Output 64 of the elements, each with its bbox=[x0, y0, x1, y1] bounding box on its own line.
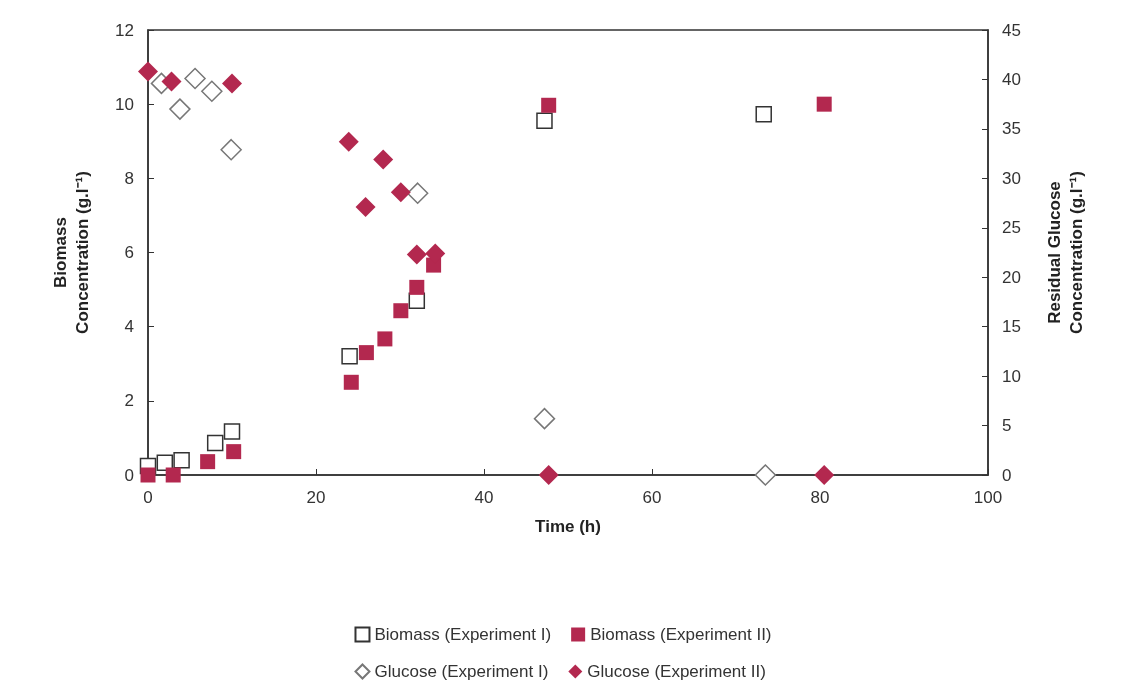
y-tick-label: 8 bbox=[124, 168, 134, 188]
y-tick-label: 4 bbox=[124, 317, 134, 337]
x-tick-label: 100 bbox=[973, 488, 1003, 507]
point bbox=[138, 61, 158, 82]
point bbox=[536, 112, 553, 130]
legend-label: Biomass (Experiment II) bbox=[590, 625, 772, 644]
point bbox=[169, 98, 191, 120]
point bbox=[816, 96, 832, 112]
point bbox=[200, 454, 216, 470]
point bbox=[377, 331, 393, 347]
x-axis-title: Time (h) bbox=[535, 516, 601, 536]
y-tick-label: 0 bbox=[124, 465, 134, 485]
point bbox=[184, 67, 206, 90]
point bbox=[541, 97, 557, 113]
point bbox=[220, 138, 242, 161]
point bbox=[165, 467, 181, 483]
y2-tick-label: 25 bbox=[1002, 218, 1021, 238]
y2-tick-label: 20 bbox=[1002, 267, 1021, 287]
point bbox=[754, 464, 777, 486]
point bbox=[223, 423, 241, 440]
point bbox=[201, 80, 223, 103]
point bbox=[355, 197, 376, 218]
y2-axis-title: Residual Glucose Concentration (g.l⁻¹) bbox=[1044, 171, 1086, 334]
y2-tick-label: 5 bbox=[1002, 416, 1012, 436]
legend-label: Glucose (Experiment II) bbox=[587, 662, 766, 681]
y-tick-label: 2 bbox=[124, 391, 134, 411]
point bbox=[390, 182, 411, 203]
y-axis-title: Biomass Concentration (g.l⁻¹) bbox=[50, 171, 92, 334]
point bbox=[373, 149, 394, 170]
x-tick-label: 60 bbox=[642, 488, 662, 507]
x-tick-label: 40 bbox=[474, 488, 494, 507]
x-tick-label: 20 bbox=[306, 488, 326, 507]
point bbox=[406, 182, 429, 204]
point bbox=[226, 444, 242, 460]
y-tick-label: 12 bbox=[115, 20, 134, 40]
point bbox=[206, 434, 224, 452]
x-tick-label: 80 bbox=[810, 488, 830, 507]
y2-tick-label: 15 bbox=[1002, 317, 1021, 337]
point bbox=[538, 465, 559, 485]
point bbox=[358, 345, 374, 361]
x-tick-label: 0 bbox=[143, 488, 153, 507]
point bbox=[409, 279, 425, 295]
point bbox=[393, 303, 409, 319]
legend-label: Biomass (Experiment I) bbox=[374, 625, 552, 644]
y2-tick-label: 40 bbox=[1002, 69, 1021, 89]
point bbox=[755, 105, 772, 123]
y2-tick-label: 35 bbox=[1002, 119, 1021, 139]
y-tick-label: 6 bbox=[124, 243, 134, 262]
point bbox=[533, 407, 556, 430]
point bbox=[406, 244, 427, 265]
y2-tick-label: 30 bbox=[1002, 168, 1021, 188]
y-tick-label: 10 bbox=[115, 94, 134, 114]
point bbox=[814, 465, 835, 485]
y2-tick-label: 0 bbox=[1002, 465, 1012, 485]
point bbox=[161, 71, 182, 92]
legend-label: Glucose (Experiment I) bbox=[374, 662, 549, 681]
point bbox=[173, 451, 190, 469]
point bbox=[140, 467, 156, 483]
point bbox=[341, 348, 358, 365]
y2-tick-label: 10 bbox=[1002, 366, 1021, 386]
point bbox=[222, 73, 242, 94]
point bbox=[338, 131, 359, 152]
y2-tick-label: 45 bbox=[1002, 20, 1021, 40]
point bbox=[343, 374, 359, 390]
